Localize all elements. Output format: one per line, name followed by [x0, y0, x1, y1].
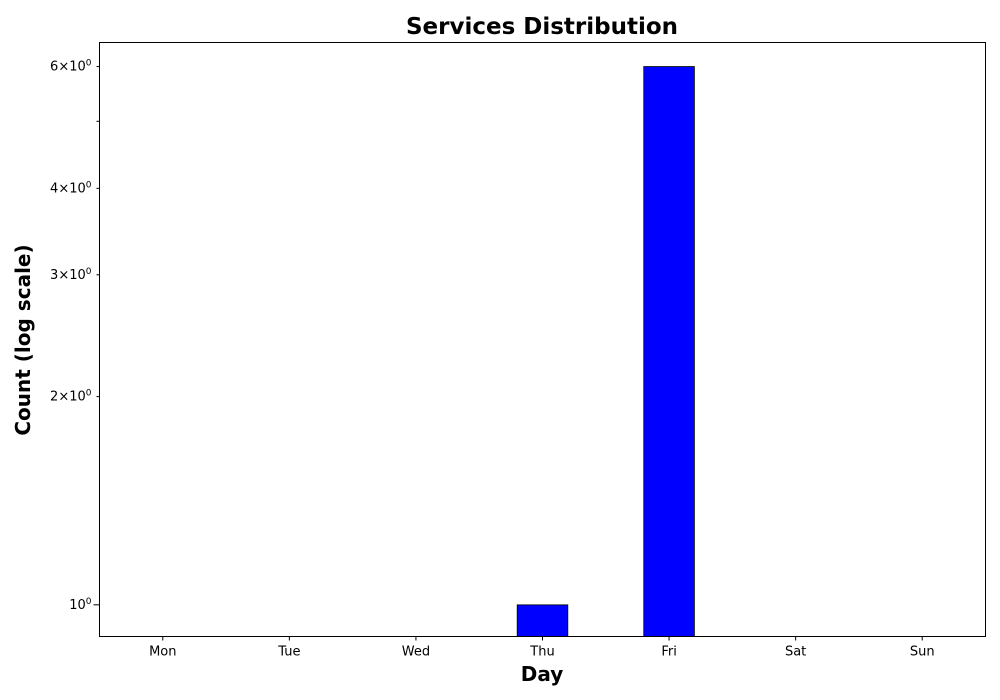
bar-fri: [643, 66, 695, 637]
x-ticks: Mon Tue Wed Thu Fri Sat Sun: [149, 636, 935, 660]
y-tick-exponent: 0: [86, 59, 92, 69]
x-tick-label: Sat: [785, 645, 806, 660]
x-tick-label: Thu: [529, 645, 554, 660]
y-tick-label: 6×100: [50, 59, 92, 75]
x-tick-label: Wed: [402, 645, 430, 660]
x-tick-label: Sun: [910, 645, 935, 660]
x-tick-label: Fri: [661, 645, 677, 660]
chart-title: Services Distribution: [406, 14, 678, 40]
bars-group: [516, 66, 695, 637]
plot-frame: [99, 42, 986, 637]
y-tick-label: 2×100: [50, 389, 92, 405]
x-tick-label: Mon: [149, 645, 176, 660]
y-tick-exponent: 0: [86, 267, 92, 277]
x-axis-label: Day: [521, 662, 564, 686]
y-tick-exponent: 0: [86, 180, 92, 190]
y-tick-label: 4×100: [50, 180, 92, 196]
bar-thu: [516, 604, 569, 637]
y-tick-exponent: 0: [86, 597, 92, 607]
y-tick-exponent: 0: [86, 389, 92, 399]
y-tick-label: 3×100: [50, 267, 92, 283]
y-tick-label: 100: [69, 597, 92, 613]
y-ticks: 100 2×100 3×100 4×100 6×100: [50, 59, 100, 613]
y-axis-label: Count (log scale): [11, 244, 35, 435]
x-tick-label: Tue: [277, 645, 300, 660]
